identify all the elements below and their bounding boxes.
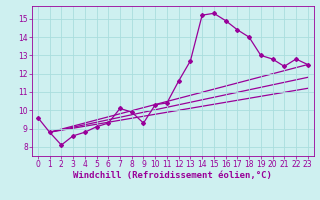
X-axis label: Windchill (Refroidissement éolien,°C): Windchill (Refroidissement éolien,°C): [73, 171, 272, 180]
